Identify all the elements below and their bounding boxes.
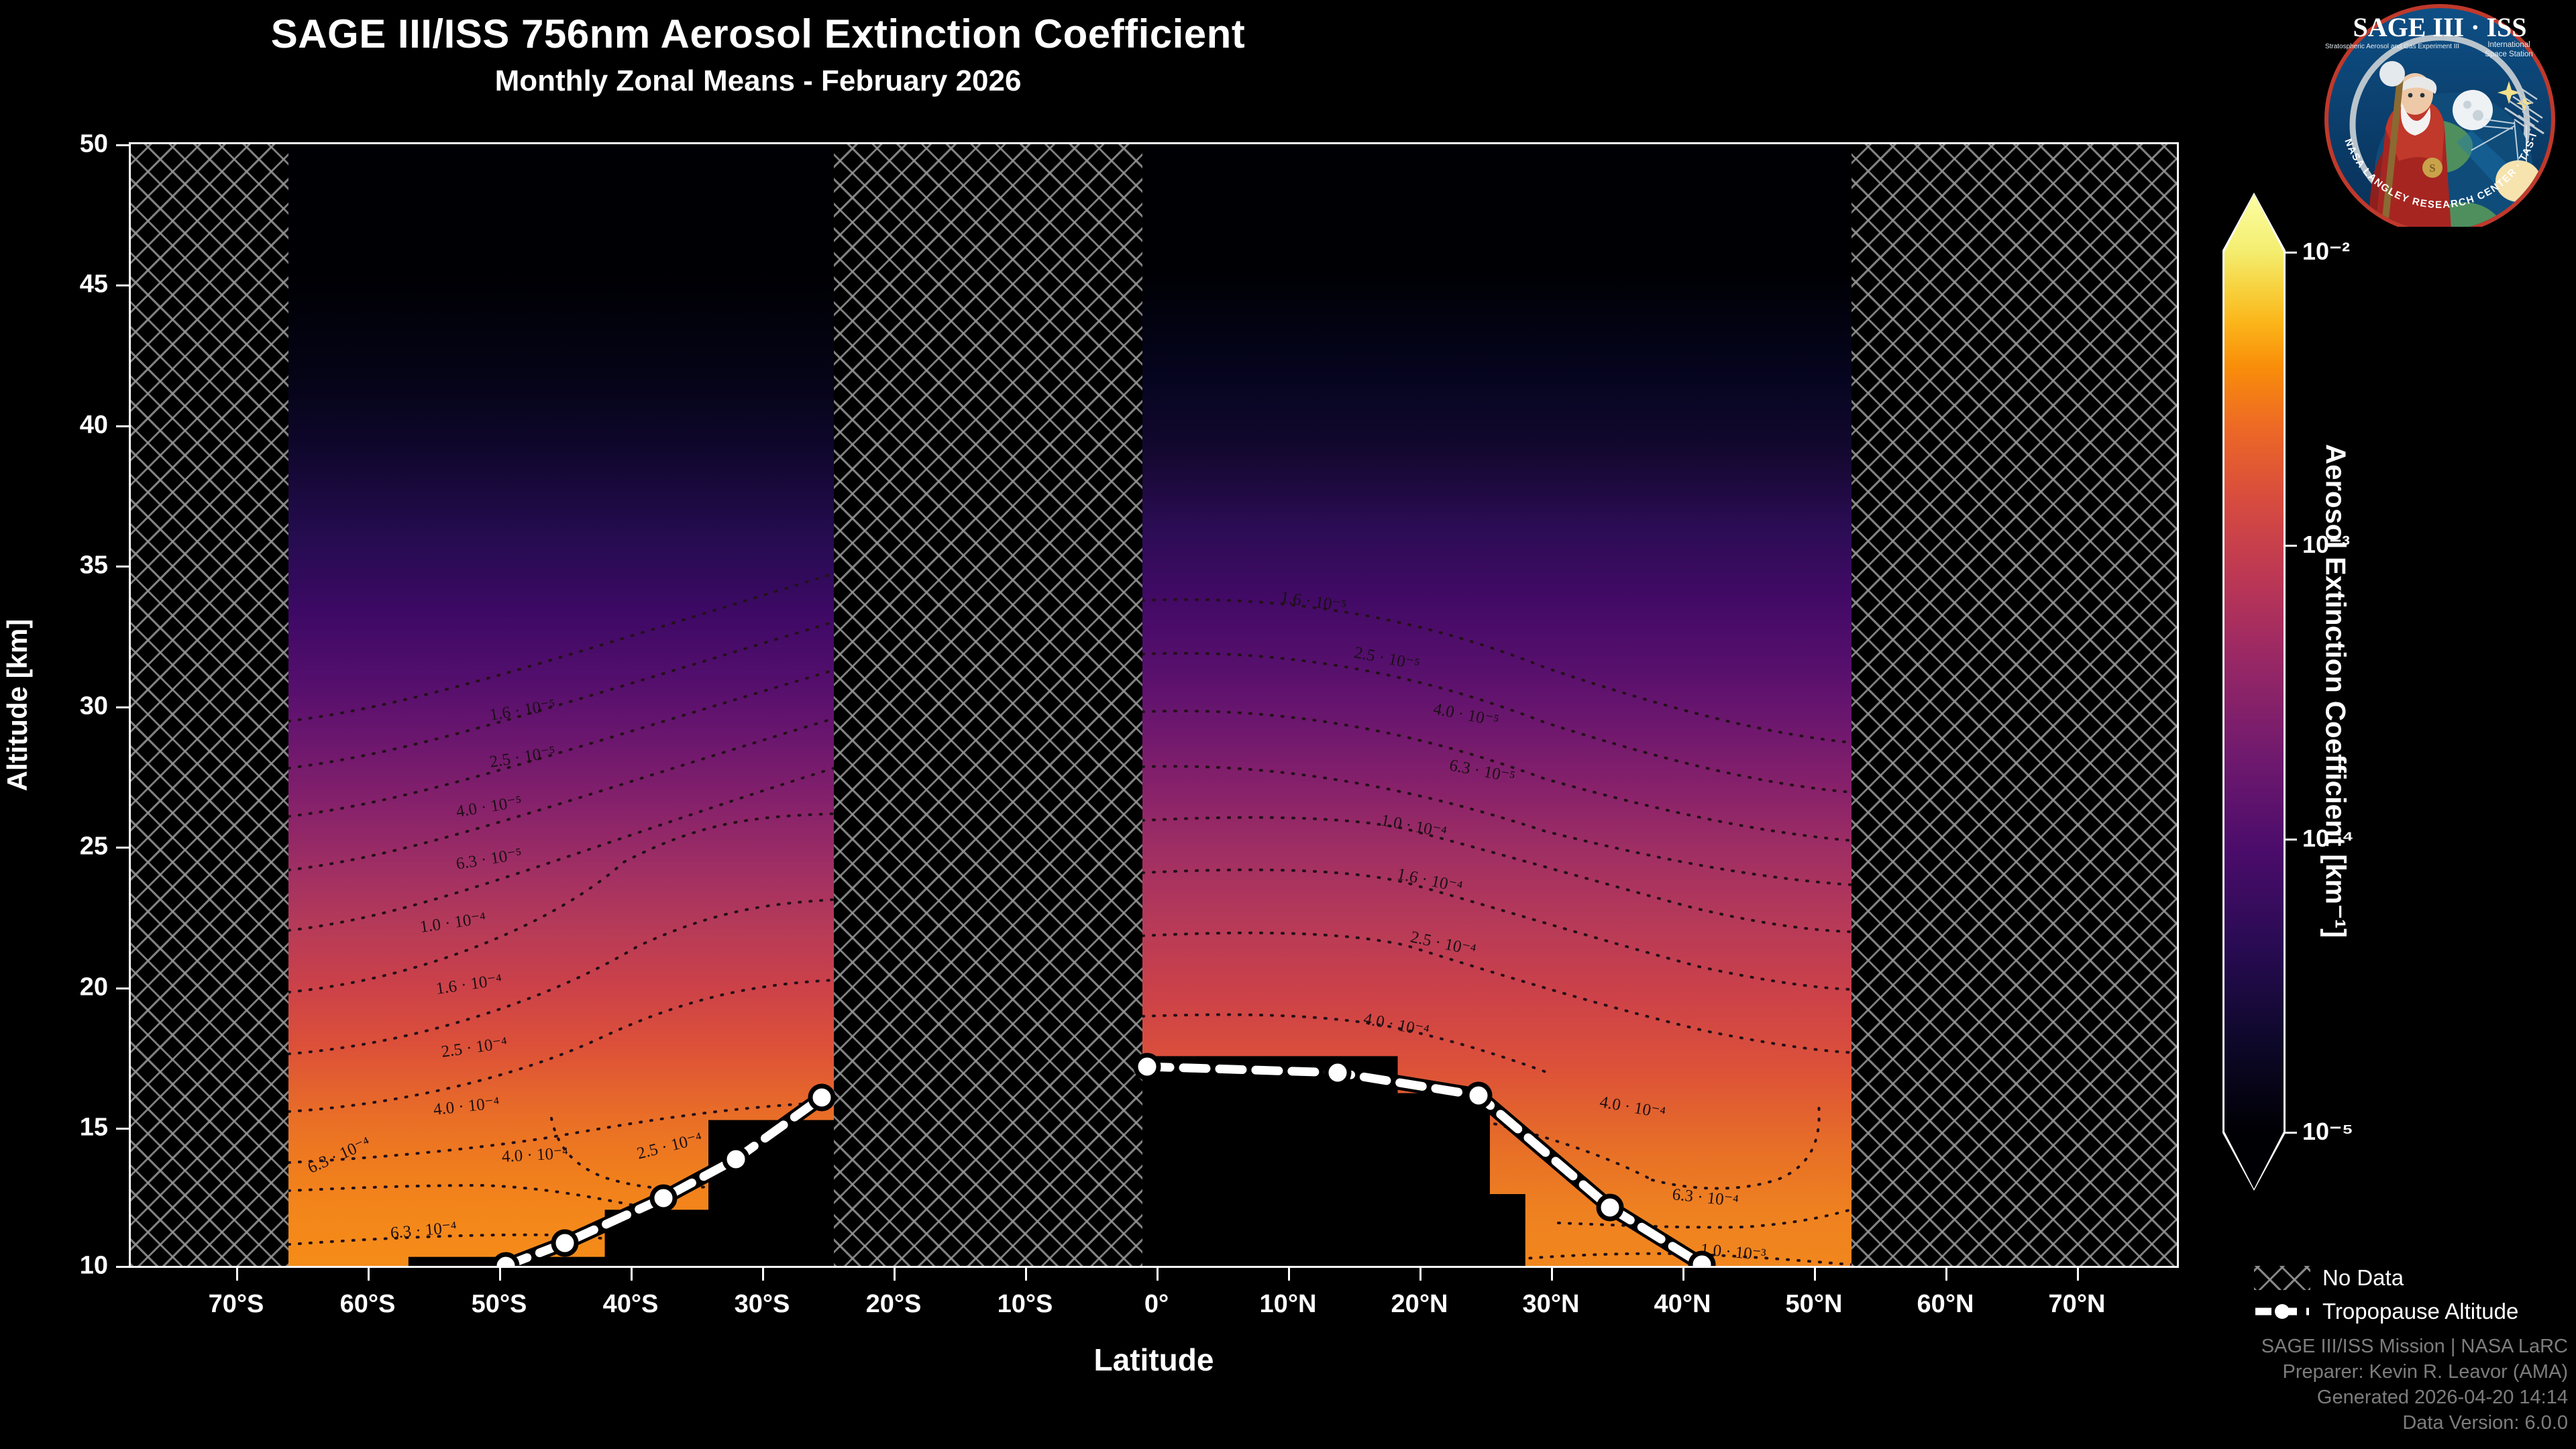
y-tick-label: 45 xyxy=(79,270,108,299)
y-tick-label: 25 xyxy=(79,832,108,861)
page-subtitle: Monthly Zonal Means - February 2026 xyxy=(494,64,1022,97)
y-tick-label: 10 xyxy=(79,1251,108,1280)
x-tick xyxy=(368,1266,370,1281)
y-tick xyxy=(116,425,131,427)
x-tick xyxy=(1814,1266,1816,1281)
x-tick xyxy=(1682,1266,1684,1281)
x-tick-label: 0° xyxy=(1144,1290,1169,1318)
y-tick-label: 40 xyxy=(79,411,108,439)
legend-label: Tropopause Altitude xyxy=(2322,1299,2519,1324)
x-tick-label: 50°S xyxy=(471,1290,527,1318)
y-tick xyxy=(116,1128,131,1130)
x-tick-label: 40°N xyxy=(1654,1290,1711,1318)
x-tick xyxy=(1945,1266,1947,1281)
x-tick-label: 20°N xyxy=(1391,1290,1448,1318)
x-tick xyxy=(1288,1266,1290,1281)
x-tick-label: 10°N xyxy=(1259,1290,1317,1318)
colorbar-extend-max xyxy=(2224,195,2284,252)
x-tick-label: 60°N xyxy=(1917,1290,1974,1318)
y-tick xyxy=(116,284,131,286)
legend-item-tropopause: Tropopause Altitude xyxy=(2254,1295,2569,1328)
legend-label: No Data xyxy=(2322,1265,2404,1290)
colorbar-extend-min xyxy=(2224,1132,2284,1189)
plot-axes: 1.6 · 10⁻⁵ 2.5 · 10⁻⁵ 4.0 · 10⁻⁵ 6.3 · 1… xyxy=(80,130,2179,1318)
data-band-southern: 1.6 · 10⁻⁵ 2.5 · 10⁻⁵ 4.0 · 10⁻⁵ 6.3 · 1… xyxy=(288,144,834,1266)
x-tick-label: 30°S xyxy=(734,1290,790,1318)
x-tick xyxy=(236,1266,238,1281)
x-tick-label: 70°N xyxy=(2048,1290,2106,1318)
tropopause-line xyxy=(492,1053,1716,1266)
y-tick-label: 30 xyxy=(79,692,108,720)
x-tick-label: 70°S xyxy=(208,1290,264,1318)
x-tick xyxy=(499,1266,501,1281)
colorbar-tick xyxy=(2284,545,2297,547)
credits-block: SAGE III/ISS Mission | NASA LaRC Prepare… xyxy=(2261,1334,2568,1436)
x-tick xyxy=(631,1266,633,1281)
credit-line-generated: Generated 2026-04-20 14:14 xyxy=(2316,1387,2568,1408)
y-tick xyxy=(116,1266,131,1268)
x-tick-label: 60°S xyxy=(339,1290,396,1318)
x-axis-label: Latitude xyxy=(1093,1342,1214,1377)
credit-line-preparer: Preparer: Kevin R. Leavor (AMA) xyxy=(2282,1361,2568,1383)
x-tick-label: 40°S xyxy=(602,1290,659,1318)
y-tick xyxy=(116,144,131,146)
colorbar: 10⁻² 10⁻³ 10⁻⁴ 10⁻⁵ xyxy=(2222,193,2354,1191)
x-tick-label: 20°S xyxy=(865,1290,922,1318)
x-tick xyxy=(894,1266,896,1281)
x-tick-label: 50°N xyxy=(1785,1290,1843,1318)
y-tick xyxy=(116,706,131,708)
y-tick xyxy=(116,566,131,568)
colorbar-tick-label: 10⁻² xyxy=(2302,237,2351,265)
x-tick xyxy=(2077,1266,2079,1281)
page-title: SAGE III/ISS 756nm Aerosol Extinction Co… xyxy=(270,11,1246,56)
svg-text:S: S xyxy=(2429,162,2435,174)
y-tick-label: 50 xyxy=(79,129,108,158)
y-tick xyxy=(116,987,131,989)
x-tick xyxy=(762,1266,764,1281)
patch-subtitle-right-1: International xyxy=(2487,41,2530,49)
colorbar-tick xyxy=(2284,252,2297,254)
no-data-region-south-pole xyxy=(131,144,288,1266)
contour-lines-south: 1.6 · 10⁻⁵ 2.5 · 10⁻⁵ 4.0 · 10⁻⁵ 6.3 · 1… xyxy=(288,144,834,1266)
no-data-region-tropics xyxy=(834,144,1142,1266)
x-tick xyxy=(1419,1266,1421,1281)
patch-subtitle-left: Stratospheric Aerosol and Gas Experiment… xyxy=(2325,43,2459,50)
colorbar-tick-label: 10⁻³ xyxy=(2302,531,2351,558)
patch-subtitle-right-2: Space Station xyxy=(2485,50,2533,58)
y-axis-label: Altitude [km] xyxy=(1,619,33,792)
hatch-swatch-icon xyxy=(2254,1266,2310,1290)
colorbar-tick-label: 10⁻⁵ xyxy=(2302,1118,2353,1145)
patch-title: SAGE III · ISS xyxy=(2353,12,2526,42)
credit-line-mission: SAGE III/ISS Mission | NASA LaRC xyxy=(2261,1336,2568,1357)
no-data-region-north-pole xyxy=(1851,144,2177,1266)
legend-item-no-data: No Data xyxy=(2254,1261,2569,1295)
y-tick-label: 20 xyxy=(79,973,108,1002)
colorbar-tick-label: 10⁻⁴ xyxy=(2302,824,2354,852)
credit-line-data-version: Data Version: 6.0.0 xyxy=(2402,1412,2568,1434)
y-tick-label: 15 xyxy=(79,1113,108,1142)
x-tick xyxy=(1025,1266,1027,1281)
sage3-iss-mission-patch-logo: S SAGE III · ISS Stratospheric Aerosol a… xyxy=(2309,0,2567,235)
y-tick xyxy=(116,847,131,849)
x-tick xyxy=(1157,1266,1159,1281)
plot-area: 1.6 · 10⁻⁵ 2.5 · 10⁻⁵ 4.0 · 10⁻⁵ 6.3 · 1… xyxy=(131,144,2177,1266)
colorbar-label: Aerosol Extinction Coefficient [km⁻¹] xyxy=(2320,443,2352,938)
colorbar-gradient xyxy=(2224,252,2284,1132)
colorbar-tick xyxy=(2284,1132,2297,1134)
legend: No Data Tropopause Altitude xyxy=(2254,1261,2569,1328)
dashed-line-marker-icon xyxy=(2254,1299,2310,1324)
colorbar-tick xyxy=(2284,839,2297,841)
tropopause-markers xyxy=(492,1053,1716,1266)
x-tick xyxy=(1551,1266,1553,1281)
x-tick-label: 10°S xyxy=(997,1290,1053,1318)
x-tick-label: 30°N xyxy=(1522,1290,1580,1318)
y-tick-label: 35 xyxy=(79,551,108,580)
